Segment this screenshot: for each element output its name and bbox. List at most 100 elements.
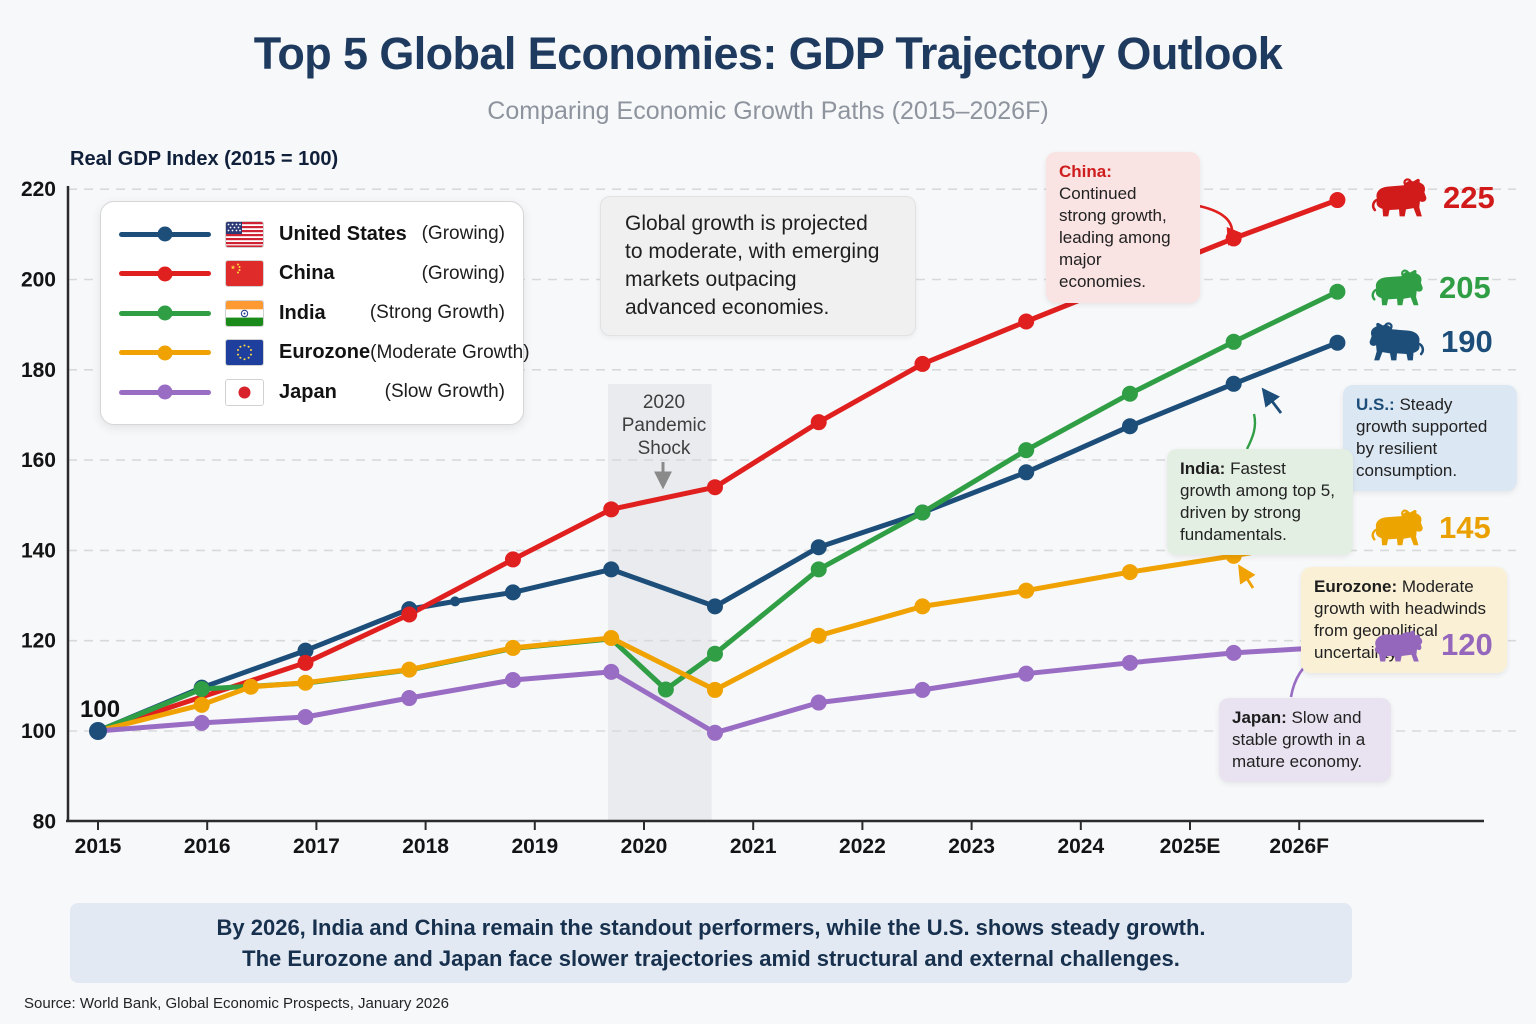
point-japan-2018.8 (504, 671, 521, 688)
series-line-us (95, 340, 1340, 734)
point-us-2020.65 (706, 598, 723, 615)
point-japan-2019.7 (603, 663, 620, 680)
x-tick-label-2024: 2024 (1057, 835, 1104, 858)
point-india-2026.35 (1329, 283, 1346, 300)
legend-country-label: United States (279, 222, 407, 245)
point-us-2021.6 (810, 539, 827, 556)
legend-item-united-states: United States (Growing) (119, 217, 505, 251)
point-us-2019.7 (603, 561, 620, 578)
japan-flag-icon (226, 379, 263, 405)
point-india-2020.65 (706, 645, 723, 662)
us-line-marker (119, 226, 211, 242)
india-end-label: 205 (1366, 268, 1491, 308)
point-euro-2015.95 (193, 696, 210, 713)
eurozone-callout-arrow-icon (1238, 564, 1256, 589)
china-callout: China: Continued strong growth, leading … (1046, 152, 1200, 303)
point-euro-2022.55 (914, 598, 931, 615)
china-callout-arrow-icon (1198, 204, 1243, 246)
series-line-euro (95, 534, 1340, 734)
point-euro-2019.7 (603, 629, 620, 646)
point-china-2017.85 (401, 606, 418, 623)
point-india-2024.45 (1121, 385, 1138, 402)
japan-end-label: 120 (1366, 626, 1493, 664)
point-japan-2020.65 (706, 724, 723, 741)
india-line-marker (119, 305, 211, 321)
global-growth-note: Global growth is projected to moderate, … (600, 196, 916, 336)
y-tick-label-80: 80 (33, 810, 56, 833)
us-callout: U.S.: Steady growth supported by resilie… (1343, 385, 1517, 492)
y-axis-title: Real GDP Index (2015 = 100) (70, 148, 339, 170)
legend-country-label: Japan (279, 380, 337, 403)
india-callout-connector (1245, 413, 1257, 450)
point-india-2021.6 (810, 561, 827, 578)
us-flag-icon (226, 221, 263, 247)
point-japan-2023.5 (1018, 665, 1035, 682)
pandemic-band-rect (607, 384, 712, 820)
y-tick-label-220: 220 (21, 178, 56, 201)
point-india-2023.5 (1018, 442, 1035, 459)
legend-status-label: (Moderate Growth) (370, 341, 530, 363)
eu-flag-icon (226, 340, 263, 365)
x-tick-label-2022: 2022 (839, 835, 886, 858)
legend-country-label: India (279, 301, 326, 324)
china-flag-icon (226, 261, 263, 286)
legend-status-label: (Growing) (421, 262, 505, 284)
page-subtitle: Comparing Economic Growth Paths (2015–20… (487, 97, 1049, 125)
point-euro-2016.9 (297, 674, 314, 691)
point-india-2020.2 (657, 681, 674, 698)
source-note: Source: World Bank, Global Economic Pros… (24, 995, 449, 1012)
legend-country-label: Eurozone (279, 341, 371, 363)
eurozone-callout: Eurozone: Moderate growth with headwinds… (1301, 567, 1507, 674)
point-euro-2016.4 (242, 678, 259, 695)
point-euro-2018.8 (504, 639, 521, 656)
x-tick-label-2026F: 2026F (1269, 835, 1329, 858)
point-china-2026.35 (1329, 192, 1346, 209)
legend-item-india: India (Strong Growth) (119, 296, 505, 330)
point-japan-2024.45 (1121, 654, 1138, 671)
point-china-2018.8 (504, 551, 521, 568)
japan-callout: Japan: Slow and stable growth in a matur… (1219, 698, 1391, 783)
eurozone-line-marker (119, 345, 211, 360)
point-japan-2022.55 (914, 681, 931, 698)
point-euro-2024.45 (1121, 564, 1138, 581)
point-us-2018.27 (450, 596, 461, 607)
japan-line-marker (119, 384, 211, 400)
x-tick-label-2018: 2018 (402, 835, 449, 858)
x-tick-label-2016: 2016 (184, 835, 231, 858)
legend-status-label: (Growing) (421, 223, 505, 244)
point-us-2023.5 (1018, 464, 1035, 481)
bull-icon (1371, 178, 1427, 217)
legend-item-china: China (Growing) (119, 257, 505, 291)
point-china-2020.65 (706, 479, 723, 496)
point-japan-2017.85 (401, 690, 418, 707)
bear-icon (1374, 630, 1423, 662)
point-euro-2020.65 (706, 681, 723, 698)
point-china-2023.5 (1018, 313, 1035, 330)
x-tick-label-2021: 2021 (730, 835, 777, 858)
x-tick-label-2020: 2020 (621, 835, 668, 858)
point-euro-2017.85 (401, 661, 418, 678)
point-us-2026.35 (1329, 334, 1346, 351)
point-japan-2021.6 (810, 694, 827, 711)
point-china-2019.7 (603, 501, 620, 518)
point-us-2025.4 (1225, 375, 1242, 392)
china-line-marker (119, 266, 211, 281)
point-us-2016.9 (297, 642, 314, 659)
us-end-label: 190 (1364, 320, 1493, 364)
x-tick-label-2019: 2019 (511, 835, 558, 858)
pandemic-shock-band (607, 384, 712, 820)
point-china-2016.9 (297, 654, 314, 671)
point-india-2015.95 (193, 681, 210, 698)
bull-icon (1369, 322, 1425, 361)
chart-legend: United States (Growing) China (Growing) … (100, 201, 530, 425)
x-tick-label-2017: 2017 (293, 835, 340, 858)
point-japan-2016.9 (297, 709, 314, 726)
point-euro-2021.6 (810, 627, 827, 644)
point-euro-2023.5 (1018, 582, 1035, 599)
legend-item-japan: Japan (Slow Growth) (119, 375, 505, 409)
pandemic-shock-label: 2020 Pandemic Shock (621, 392, 707, 459)
point-china-2025.4 (1225, 230, 1242, 247)
y-tick-label-140: 140 (21, 539, 56, 562)
start-value-label: 100 (80, 696, 121, 723)
y-tick-label-160: 160 (21, 449, 56, 472)
